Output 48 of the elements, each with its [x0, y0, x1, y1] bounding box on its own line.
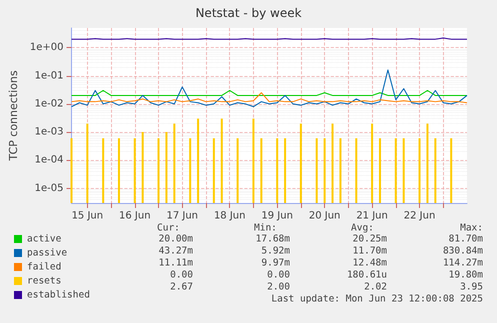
text: 17.68m: [256, 234, 290, 244]
y-tick-label: 1e+00: [30, 42, 64, 54]
y-tick-label: 1e-01: [34, 70, 64, 82]
text: Max:: [460, 222, 483, 234]
legend-label: failed: [27, 262, 62, 272]
legend-label: resets: [27, 276, 62, 286]
y-tick-label: 1e-05: [34, 182, 64, 194]
text: Avg:: [351, 222, 374, 234]
text: 11.11m: [158, 258, 194, 268]
text: 5.92m: [261, 246, 290, 256]
legend-label: active: [27, 234, 62, 244]
text: 9.97m: [261, 258, 290, 268]
x-tick-label: 22 Jun: [404, 210, 436, 222]
x-tick-label: 21 Jun: [356, 210, 388, 222]
line-series: [71, 92, 468, 104]
text: 0.00: [170, 270, 194, 280]
text: 2.02: [364, 282, 387, 292]
y-tick-label: 1e-04: [34, 154, 64, 166]
text: 11.70m: [352, 246, 388, 256]
x-tick-label: 15 Jun: [72, 210, 104, 222]
text: 20.00m: [158, 234, 194, 244]
x-tick-label: 18 Jun: [214, 210, 246, 222]
text: 830.84m: [442, 246, 484, 256]
x-tick-label: 19 Jun: [261, 210, 293, 222]
text: 12.48m: [352, 258, 388, 268]
y-axis-title: TCP connections: [7, 70, 20, 162]
y-tick-label: 1e-02: [34, 98, 64, 110]
text: 81.70m: [448, 234, 484, 244]
text: 19.80m: [448, 270, 484, 280]
text: Min:: [254, 222, 277, 234]
x-tick-label: 20 Jun: [308, 210, 340, 222]
text: 180.61u: [346, 270, 387, 280]
text: 20.25m: [352, 234, 388, 244]
legend-label: established: [27, 290, 90, 300]
x-tick-label: 17 Jun: [166, 210, 198, 222]
text: 2.00: [267, 282, 290, 292]
text: 43.27m: [158, 246, 194, 256]
y-tick-label: 1e-03: [34, 126, 64, 138]
text: Last update: Mon Jun 23 12:00:08 2025: [271, 294, 483, 304]
line-series: [71, 70, 468, 108]
text: Cur:: [157, 222, 180, 234]
text: 2.67: [170, 282, 193, 292]
legend-label: passive: [27, 248, 68, 258]
text: 114.27m: [442, 258, 484, 268]
text: 3.95: [460, 282, 483, 292]
x-tick-label: 16 Jun: [119, 210, 151, 222]
chart-title: Netstat - by week: [195, 6, 302, 20]
text: 0.00: [267, 270, 290, 280]
